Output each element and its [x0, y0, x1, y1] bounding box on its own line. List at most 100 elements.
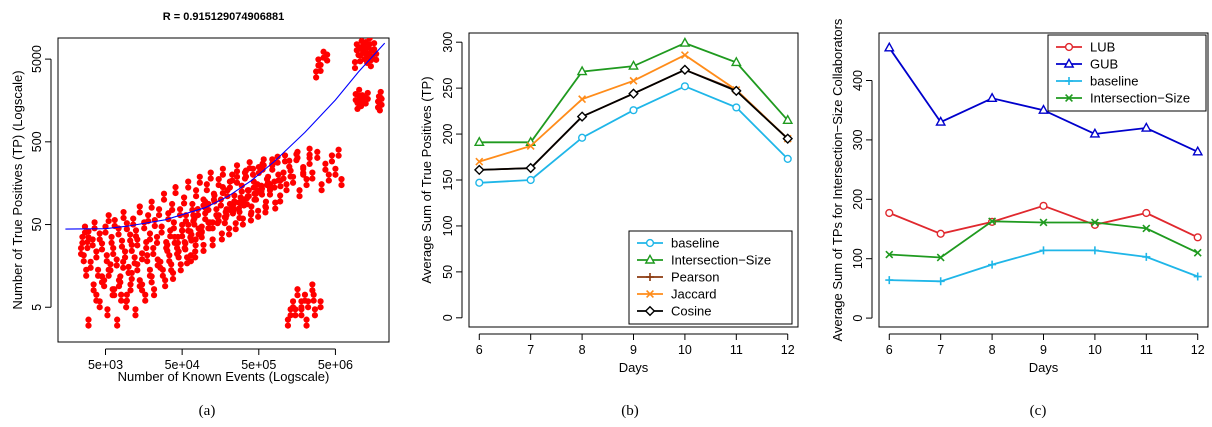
series-3 — [885, 217, 1202, 262]
scatter-point — [177, 261, 184, 268]
legend-label: Jaccard — [671, 287, 717, 302]
scatter-point — [309, 287, 316, 294]
scatter-point — [158, 229, 165, 236]
scatter-point — [118, 243, 126, 250]
y-tick-label: 250 — [441, 78, 455, 99]
scatter-point — [169, 275, 177, 283]
scatter-point — [277, 198, 284, 205]
scatter-point — [322, 160, 329, 167]
data-point — [1142, 252, 1151, 261]
data-point — [1142, 224, 1151, 233]
scatter-point — [251, 196, 258, 203]
scatter-point — [219, 184, 226, 191]
scatter-point — [369, 0, 375, 3]
scatter-point — [209, 242, 216, 249]
data-point — [936, 229, 945, 238]
scatter-point — [272, 199, 279, 206]
scatter-point — [177, 267, 184, 274]
scatter-point — [123, 304, 130, 311]
scatter-point — [233, 168, 241, 175]
scatter-point — [146, 230, 154, 237]
series-2 — [475, 65, 792, 174]
scatter-point — [294, 292, 301, 299]
scatter-point — [169, 200, 176, 208]
scatter-point — [192, 193, 200, 200]
scatter-point — [294, 154, 301, 161]
scatter-point — [77, 244, 85, 252]
chart-panel-1: (a) R = 0.915129074906881 Number of Known … — [10, 0, 390, 419]
x-tick-label: 6 — [886, 343, 893, 357]
scatter-point — [150, 244, 157, 252]
scatter-point — [318, 187, 325, 194]
scatter-point — [91, 219, 98, 226]
scatter-point — [113, 256, 120, 263]
scatter-point — [123, 298, 130, 305]
y-axis-label: Average Sum of TPs for Intersection−Size… — [830, 18, 845, 341]
scatter-point — [104, 306, 111, 313]
scatter-point — [158, 223, 165, 230]
scatter-point — [162, 283, 169, 290]
scatter-point — [218, 236, 225, 243]
scatter-point — [98, 273, 106, 280]
data-point — [679, 37, 691, 47]
data-point — [885, 276, 894, 285]
scatter-point — [219, 171, 226, 178]
scatter-point — [233, 179, 241, 186]
scatter-point — [148, 198, 155, 205]
scatter-point — [203, 187, 210, 194]
scatter-point — [281, 152, 289, 159]
panel-caption: (a) — [199, 403, 216, 419]
data-point — [732, 103, 741, 112]
scatter-point — [190, 218, 197, 225]
data-point — [578, 95, 587, 104]
scatter-point — [210, 190, 218, 197]
y-axis-label: Number of True Positives (TP) (Logscale) — [10, 70, 25, 309]
data-point — [731, 85, 742, 97]
scatter-point — [150, 292, 158, 299]
scatter-point — [239, 215, 246, 222]
scatter-point — [263, 176, 271, 183]
scatter-point — [369, 0, 375, 3]
scatter-point — [222, 208, 229, 216]
y-tick-label: 300 — [441, 32, 455, 53]
scatter-point — [335, 146, 342, 153]
data-point — [629, 76, 638, 85]
data-point — [629, 106, 638, 115]
legend: baseline Intersection−Size Pearson Jaccard C… — [628, 230, 793, 325]
data-point — [1090, 246, 1099, 255]
legend-marker — [646, 290, 654, 298]
scatter-point — [179, 227, 186, 234]
scatter-point — [364, 95, 371, 103]
scatter-point — [120, 258, 127, 265]
scatter-point — [118, 237, 126, 244]
data-point — [936, 253, 945, 262]
scatter-point — [110, 250, 117, 258]
x-tick-label: 8 — [579, 343, 586, 357]
scatter-point — [115, 231, 122, 238]
scatter-point — [120, 264, 127, 271]
scatter-point — [123, 226, 130, 233]
scatter-point — [249, 171, 257, 178]
scatter-point — [373, 50, 380, 57]
scatter-point — [171, 239, 178, 246]
scatter-point — [136, 277, 143, 284]
scatter-point — [203, 181, 210, 188]
scatter-point — [294, 148, 301, 156]
scatter-point — [96, 230, 103, 237]
scatter-point — [217, 202, 224, 209]
scatter-point — [235, 199, 242, 206]
scatter-point — [166, 252, 173, 259]
x-tick-label: 9 — [630, 343, 637, 357]
scatter-point — [277, 183, 284, 190]
x-tick-label: 7 — [527, 343, 534, 357]
scatter-point — [134, 242, 141, 249]
scatter-point — [200, 241, 207, 249]
scatter-point — [180, 194, 188, 201]
scatter-point — [298, 306, 305, 313]
scatter-point — [229, 204, 237, 211]
scatter-point — [123, 220, 130, 227]
scatter-point — [118, 297, 125, 304]
data-point — [936, 277, 945, 286]
scatter-point — [128, 275, 135, 283]
data-point — [1039, 201, 1048, 210]
